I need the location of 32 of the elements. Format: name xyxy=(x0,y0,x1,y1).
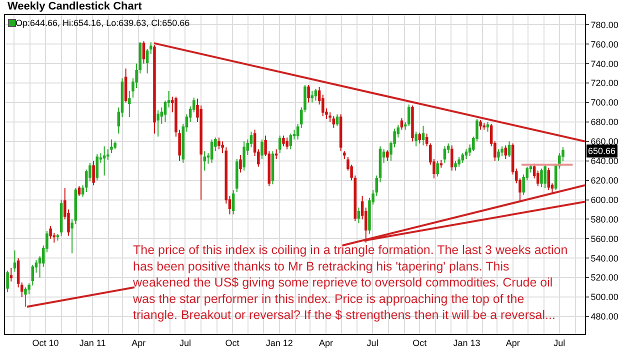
y-tick-label: 780.00 xyxy=(590,20,618,30)
x-tick-label: Jul xyxy=(366,338,378,348)
chart-title: Weekly Candlestick Chart xyxy=(8,0,142,13)
y-tick-label: 520.00 xyxy=(590,272,618,283)
y-tick-label: 760.00 xyxy=(590,39,618,50)
x-tick-label: Jul xyxy=(554,338,566,348)
x-tick-label: Jul xyxy=(179,338,191,348)
y-tick-label: 540.00 xyxy=(590,253,618,264)
y-tick-label: 560.00 xyxy=(590,234,618,244)
y-tick-label: 720.00 xyxy=(590,78,618,88)
x-tick-label: Apr xyxy=(506,338,520,348)
y-tick-label: 480.00 xyxy=(590,312,618,322)
y-tick-label: 700.00 xyxy=(590,98,618,108)
y-tick-label: 500.00 xyxy=(590,292,618,302)
text: 650.66 xyxy=(588,146,616,156)
y-tick-label: 660.00 xyxy=(590,136,618,147)
x-tick-label: Oct xyxy=(412,338,428,348)
x-tick-label: Jan 11 xyxy=(79,338,106,348)
x-tick-label: Jan 13 xyxy=(453,338,480,348)
y-tick-label: 740.00 xyxy=(590,58,618,69)
y-tick-label: 580.00 xyxy=(590,214,618,224)
x-tick-label: Apr xyxy=(318,338,333,348)
x-tick-label: Oct 10 xyxy=(32,338,59,348)
x-tick-label: Oct xyxy=(225,338,240,348)
annotation: The price of this index is coiling in a triangle formation. The last 3 weeks action has been positive thanks to Mr B retracking his 'tapering' plans. This weakened the US$ giving some reprieve to oversold commodities. Crude oil was the star performer in this index. Price is approaching the top of the triangle. Breakout or reversal? If the $ strengthens then it will be a reversal... xyxy=(132,243,568,322)
annotation: Op:644.66, Hi:654.16, Lo:639.63, Cl:650.66 xyxy=(8,18,190,28)
x-tick-label: Apr xyxy=(132,338,146,348)
y-tick-label: 640.00 xyxy=(590,156,618,166)
x-tick-label: Jan 12 xyxy=(266,338,293,348)
y-tick-label: 600.00 xyxy=(590,194,618,205)
y-tick-label: 620.00 xyxy=(590,175,618,186)
y-tick-label: 680.00 xyxy=(590,117,618,128)
